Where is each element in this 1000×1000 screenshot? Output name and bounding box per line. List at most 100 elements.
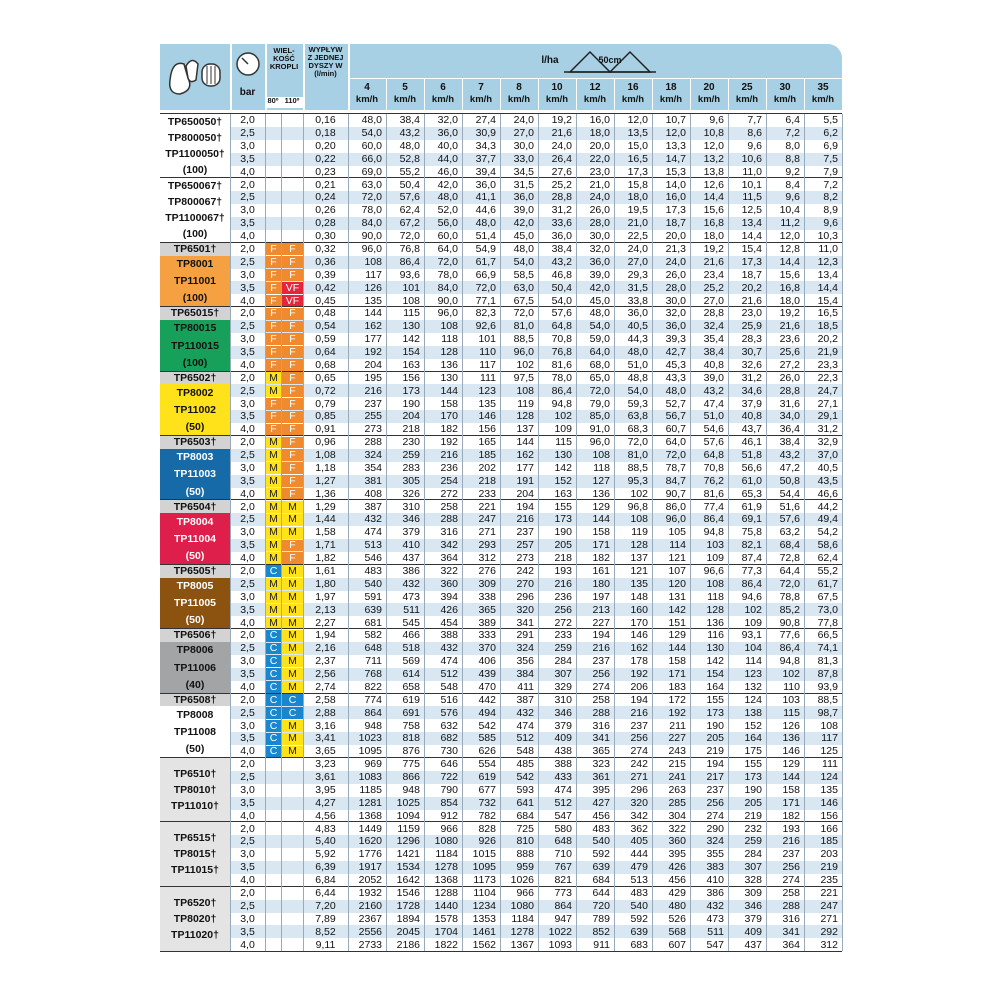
rate: 64,8 [703, 449, 724, 462]
flow: 3,65 [315, 745, 336, 758]
nozzle-name: TP8004 [176, 515, 214, 528]
rate: 92,6 [475, 320, 496, 333]
nozzle-name: TP11006 [173, 661, 217, 674]
rate: 193 [782, 822, 800, 835]
drop-size-110: F [282, 384, 303, 397]
rate: 128 [440, 346, 458, 359]
rate: 864 [364, 706, 382, 719]
flow: 1,18 [315, 461, 336, 474]
rate: 324 [364, 449, 382, 462]
rate: 171 [592, 539, 610, 552]
rate: 10,1 [741, 178, 762, 191]
nozzle-name: TP8015† [173, 848, 217, 861]
rate: 15,6 [703, 204, 724, 217]
rate: 540 [592, 835, 610, 848]
rate: 230 [402, 436, 420, 449]
rate: 78,0 [551, 371, 572, 384]
header-divider [265, 44, 267, 110]
rate: 384 [516, 668, 534, 681]
rate: 171 [668, 668, 686, 681]
rate: 658 [402, 680, 420, 693]
flow: 3,23 [315, 758, 336, 771]
rate: 183 [668, 680, 686, 693]
rate: 312 [820, 938, 838, 951]
row-stripe [230, 603, 842, 617]
rate: 1093 [548, 938, 572, 951]
rate: 158 [782, 783, 800, 796]
rate: 2045 [396, 925, 420, 938]
rate: 123 [744, 668, 762, 681]
rate: 78,8 [779, 590, 800, 603]
nozzle-name: (50) [185, 549, 205, 562]
rate: 111 [822, 758, 838, 771]
rate: 88,5 [817, 693, 838, 706]
rate: 28,3 [741, 333, 762, 346]
rate: 11,2 [780, 217, 800, 230]
rate: 121 [630, 564, 648, 577]
rate: 84,7 [665, 474, 686, 487]
rate: 8,6 [747, 127, 762, 140]
speed-unit: km/h [507, 94, 531, 105]
gauge-icon [236, 52, 260, 76]
group-divider [160, 113, 842, 114]
rate: 78,7 [665, 461, 686, 474]
rate: 50,8 [779, 474, 800, 487]
nozzle-name: TP11003 [173, 468, 217, 481]
rate: 7,2 [785, 127, 800, 140]
speed: 4 [364, 82, 370, 93]
rate: 259 [402, 449, 420, 462]
rate: 1449 [358, 822, 382, 835]
drop-size-header-line: WIEL- [273, 46, 295, 55]
rate: 677 [478, 783, 496, 796]
nozzle-name: (50) [185, 614, 205, 627]
rate: 93,1 [741, 629, 762, 642]
rate: 320 [630, 796, 648, 809]
pressure: 3,5 [240, 346, 255, 359]
angle-80: 80º [265, 97, 281, 108]
rate: 54,0 [361, 127, 382, 140]
rate: 39,3 [665, 333, 686, 346]
rate: 114 [669, 539, 686, 552]
rate: 22,0 [589, 152, 610, 165]
name-cell [160, 114, 230, 179]
rate: 511 [707, 925, 724, 938]
flow: 3,95 [315, 783, 336, 796]
speed: 25 [741, 82, 753, 93]
rate: 51,6 [779, 500, 800, 513]
rate: 296 [516, 590, 534, 603]
rate: 110 [783, 680, 800, 693]
rate: 194 [516, 500, 534, 513]
nozzle-name: (100) [182, 228, 208, 241]
rate: 155 [744, 758, 762, 771]
rate: 75,8 [741, 526, 762, 539]
rate: 1234 [472, 899, 496, 912]
rate: 124 [820, 771, 838, 784]
rate: 256 [630, 732, 648, 745]
rate: 41,1 [475, 191, 496, 204]
spacing: 50cm [598, 55, 622, 65]
rate: 46,0 [437, 165, 458, 178]
rate: 142 [402, 333, 420, 346]
rate: 173 [706, 706, 724, 719]
rate: 205 [706, 732, 724, 745]
rate: 21,3 [665, 242, 686, 255]
rate: 263 [668, 783, 686, 796]
header-divider [728, 79, 729, 110]
rate: 648 [364, 642, 382, 655]
flow: 9,11 [315, 938, 336, 951]
rate: 76,8 [399, 242, 420, 255]
rate: 18,7 [665, 217, 686, 230]
pressure: 3,0 [240, 333, 255, 346]
rate: 1184 [511, 912, 534, 925]
pressure: 2,0 [240, 822, 255, 835]
rate: 68,3 [627, 423, 648, 436]
rate: 94,6 [741, 590, 762, 603]
rate: 161 [592, 564, 610, 577]
drop-size-80: F [266, 410, 281, 423]
rate: 154 [706, 668, 724, 681]
rate: 32,6 [741, 358, 762, 371]
rate: 948 [364, 719, 382, 732]
rate: 346 [554, 706, 572, 719]
rate: 386 [402, 564, 420, 577]
rate: 683 [630, 938, 648, 951]
